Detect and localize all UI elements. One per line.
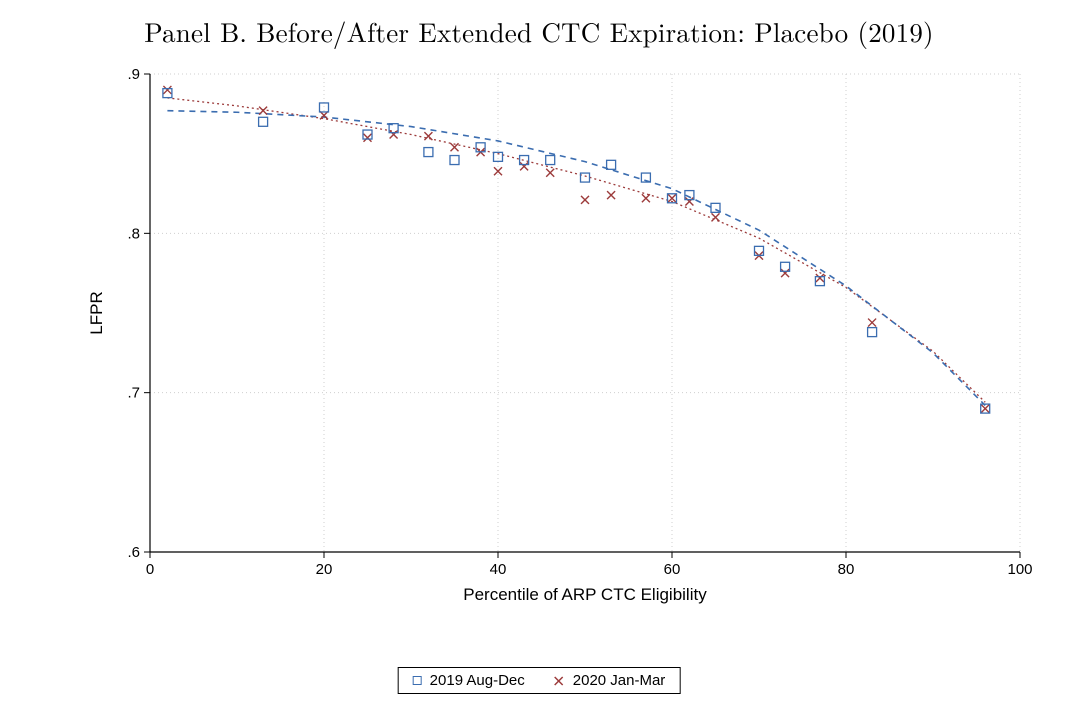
svg-text:40: 40 <box>490 561 507 578</box>
svg-text:60: 60 <box>664 561 681 578</box>
x-marker-icon <box>553 675 565 687</box>
svg-text:.8: .8 <box>127 225 140 242</box>
legend-label-series2: 2020 Jan-Mar <box>573 672 666 689</box>
plot-area: 0 20 40 60 80 100 .6 .7 .8 .9 Percentile of ARP CT… <box>80 62 1040 622</box>
svg-text:80: 80 <box>838 561 855 578</box>
panel-title: Panel B. Before/After Extended CTC Expir… <box>0 12 1078 50</box>
legend: 2019 Aug-Dec 2020 Jan-Mar <box>398 667 681 694</box>
svg-text:20: 20 <box>316 561 333 578</box>
legend-label-series1: 2019 Aug-Dec <box>430 672 525 689</box>
legend-item-series1: 2019 Aug-Dec <box>413 672 525 689</box>
chart-panel: Panel B. Before/After Extended CTC Expir… <box>0 0 1078 706</box>
svg-text:.9: .9 <box>127 66 140 83</box>
svg-text:100: 100 <box>1007 561 1032 578</box>
square-marker-icon <box>413 676 422 685</box>
svg-text:0: 0 <box>146 561 154 578</box>
svg-text:Percentile of ARP CTC Eligibil: Percentile of ARP CTC Eligibility <box>463 585 707 604</box>
chart-svg: 0 20 40 60 80 100 .6 .7 .8 .9 Percentile of ARP CT… <box>80 62 1040 622</box>
svg-text:.6: .6 <box>127 544 140 561</box>
svg-text:.7: .7 <box>127 385 140 402</box>
svg-text:LFPR: LFPR <box>87 291 106 334</box>
legend-item-series2: 2020 Jan-Mar <box>553 672 666 689</box>
